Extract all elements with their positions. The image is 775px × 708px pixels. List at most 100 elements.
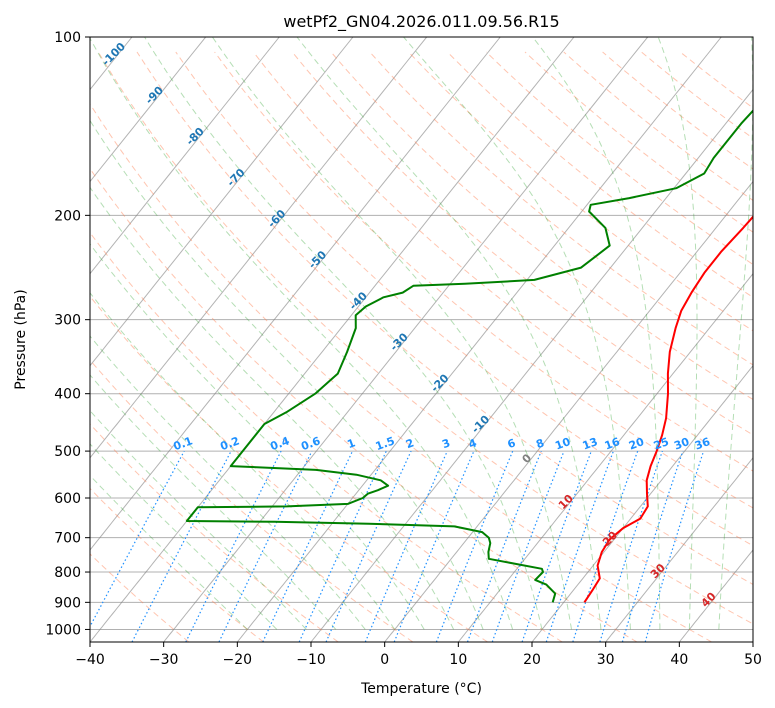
mixing-ratio-label: 8 (534, 436, 546, 451)
mixing-ratio-label: 1 (345, 436, 357, 451)
x-tick-label: −10 (296, 652, 326, 668)
mixing-ratio-line (644, 450, 705, 642)
mixing-ratio-label: 0.2 (219, 434, 242, 453)
moist-adiabat-line (532, 37, 661, 630)
x-tick-label: −30 (149, 652, 179, 668)
dry-adiabat-line (291, 51, 753, 436)
mixing-ratio-line (545, 450, 614, 642)
mixing-ratio-label: 16 (603, 435, 622, 453)
moist-adiabat-line (144, 37, 543, 630)
dry-adiabat-line (90, 553, 190, 642)
dry-adiabat-line (563, 51, 753, 201)
chart-title: wetPf2_GN04.2026.011.09.56.R15 (283, 12, 559, 32)
mixing-ratio-line (262, 450, 354, 642)
isotherm-label: -100 (99, 40, 128, 69)
moist-adiabat-line (403, 37, 631, 630)
dry-adiabat-line (90, 231, 563, 642)
mixing-ratio-label: 6 (506, 436, 518, 451)
isotherm-line (90, 37, 354, 367)
x-axis: −40 −30 −20 −10 0 10 20 30 40 50 (75, 642, 762, 668)
series-layer (185, 109, 753, 603)
isotherm-line (384, 180, 753, 642)
y-axis: 100 200 300 400 500 600 700 800 900 1000 (45, 30, 90, 638)
isotherm-label: -20 (428, 371, 451, 394)
isotherm-label: -30 (388, 330, 411, 353)
mixing-ratio-label: 0.6 (299, 434, 322, 453)
grid-layer (0, 37, 753, 642)
isotherm-line (0, 37, 58, 642)
dry-adiabat-line (90, 103, 712, 642)
dry-adiabat-line (330, 51, 753, 401)
x-axis-label: Temperature (°C) (360, 681, 482, 697)
mixing-ratio-label: 10 (553, 435, 572, 453)
mixing-ratio-label: 0.4 (269, 434, 292, 453)
dry-adiabat-line (408, 51, 753, 332)
y-tick-label: 300 (54, 313, 81, 329)
mixing-ratio-line (393, 450, 475, 642)
mixing-ratio-line (491, 450, 565, 642)
x-tick-label: 20 (523, 652, 541, 668)
mixing-ratio-line (325, 450, 412, 642)
mixing-ratio-line (621, 450, 684, 642)
isotherm-label: 40 (699, 590, 719, 610)
y-tick-label: 200 (54, 208, 81, 224)
isotherm-line (90, 37, 501, 551)
mixing-ratio-label: 20 (627, 435, 646, 453)
dry-adiabat-line (90, 295, 488, 642)
moist-adiabat-line (90, 335, 366, 630)
mixing-ratio-line (185, 450, 282, 642)
y-tick-label: 800 (54, 565, 81, 581)
y-tick-label: 1000 (45, 622, 81, 638)
x-tick-label: −20 (223, 652, 253, 668)
isotherm-label: -70 (224, 166, 247, 189)
mixing-ratio-label: 1.5 (374, 434, 397, 453)
y-tick-label: 500 (54, 444, 81, 460)
y-axis-label: Pressure (hPa) (13, 289, 29, 389)
isotherm-line (678, 549, 753, 642)
isotherm-line (310, 88, 753, 642)
isotherm-line (90, 37, 575, 642)
x-tick-label: 30 (597, 652, 615, 668)
isotherm-label: -50 (306, 248, 329, 271)
isotherm-line (531, 364, 753, 642)
mixing-ratio-line (298, 450, 387, 642)
y-tick-label: 100 (54, 30, 81, 46)
mixing-ratio-line (466, 450, 542, 642)
x-tick-label: 10 (449, 652, 467, 668)
dry-adiabat-line (90, 359, 414, 642)
x-tick-label: 50 (744, 652, 762, 668)
plot-frame (89, 36, 754, 643)
dry-adiabat-line (90, 487, 264, 642)
dry-adiabat-line (90, 167, 638, 642)
isotherm-line (90, 37, 428, 459)
isotherm-line (90, 37, 280, 275)
mixing-ratio-label: 0.1 (172, 434, 195, 453)
mixing-ratio-label: 36 (693, 435, 712, 453)
x-tick-label: 40 (670, 652, 688, 668)
isotherm-line (163, 37, 649, 642)
moist-adiabat-line (90, 37, 514, 630)
x-tick-label: −40 (75, 652, 105, 668)
moist-adiabat-line (90, 243, 425, 630)
isotherm-label: -60 (265, 207, 288, 230)
temperature-profile-line (583, 215, 753, 603)
mixing-ratio-label: 25 (652, 435, 671, 452)
moist-adiabat-line (718, 37, 753, 630)
isotherm-label: -90 (143, 84, 166, 107)
mixing-ratio-line (435, 450, 514, 642)
dry-adiabat-line (641, 51, 753, 139)
dry-adiabat-line (253, 51, 753, 472)
moist-adiabat-line (90, 292, 396, 630)
mixing-ratio-label: 2 (404, 436, 416, 451)
mixing-ratio-line (218, 450, 313, 642)
mixing-ratio-line (572, 450, 639, 642)
y-tick-label: 700 (54, 531, 81, 547)
mixing-ratio-label: 4 (467, 436, 479, 451)
y-tick-label: 900 (54, 595, 81, 611)
mixing-ratio-line (90, 450, 185, 628)
dry-adiabat-line (90, 423, 339, 642)
mixing-ratio-line (521, 450, 592, 642)
moist-adiabat-line (90, 119, 484, 630)
y-tick-label: 400 (54, 387, 81, 403)
